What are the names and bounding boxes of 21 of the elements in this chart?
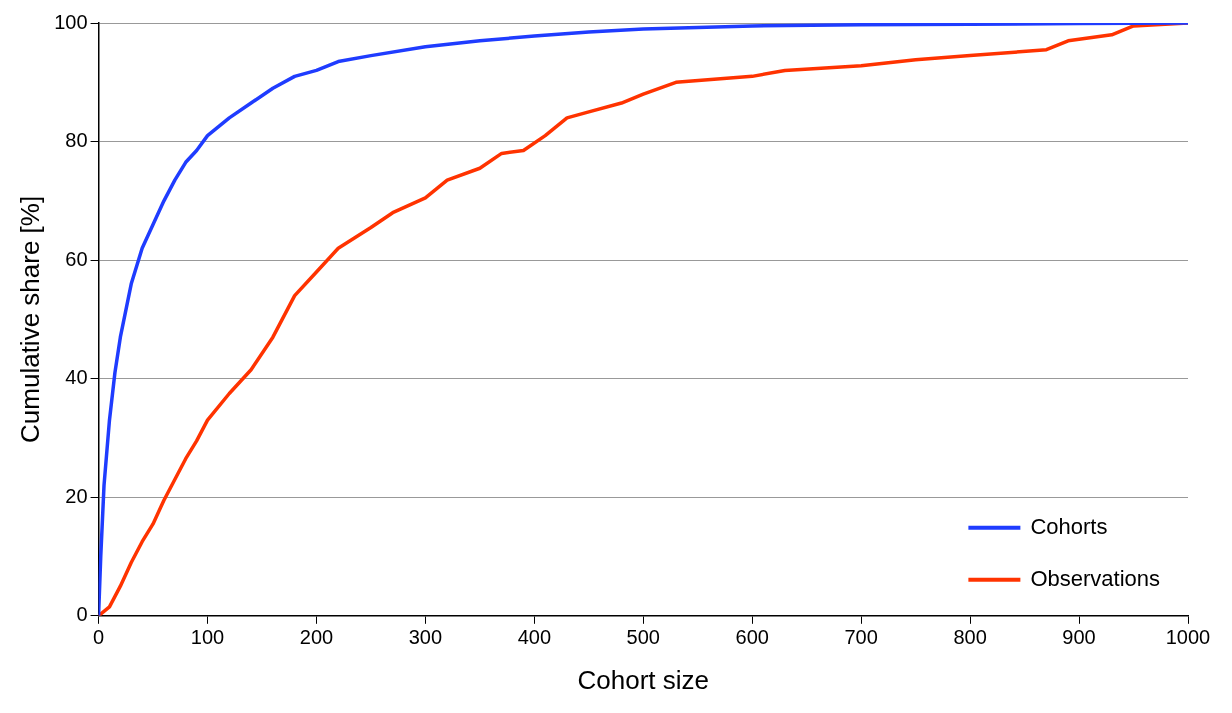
x-tick-label: 500 [626, 626, 660, 649]
y-axis-title: Cumulative share [%] [14, 195, 45, 443]
y-tick-label: 80 [65, 129, 88, 152]
x-axis-title: Cohort size [577, 664, 710, 695]
y-tick-label: 0 [76, 603, 88, 626]
y-tick-label: 100 [54, 10, 88, 33]
x-tick-label: 300 [408, 626, 443, 649]
y-tick-label: 40 [65, 366, 88, 389]
x-tick-label: 600 [735, 626, 769, 649]
x-tick-label: 0 [93, 626, 105, 649]
x-tick-label: 100 [190, 626, 225, 649]
x-tick-label: 800 [953, 626, 987, 649]
x-tick-label: 200 [299, 626, 334, 649]
x-tick-label: 1000 [1165, 626, 1211, 649]
x-tick-label: 900 [1062, 626, 1096, 649]
legend-label: Observations [1030, 565, 1161, 591]
x-tick-label: 400 [517, 626, 552, 649]
y-tick-label: 20 [65, 484, 88, 507]
x-tick-label: 700 [844, 626, 878, 649]
y-tick-label: 60 [65, 247, 88, 270]
legend-label: Cohorts [1030, 513, 1108, 539]
